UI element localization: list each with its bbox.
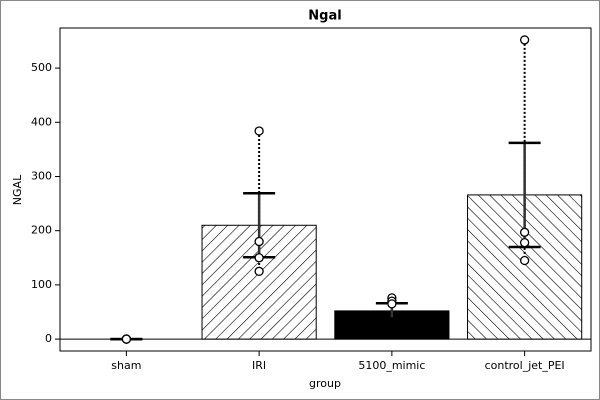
x-tick-label: 5100_mimic	[358, 359, 425, 372]
y-tick-label: 100	[31, 278, 52, 291]
x-tick-label: IRI	[252, 359, 266, 372]
x-axis-label: group	[309, 377, 341, 390]
data-point	[254, 236, 264, 247]
data-point	[387, 299, 397, 309]
y-tick-label: 200	[31, 224, 52, 237]
plot-border	[59, 27, 592, 352]
x-tick-label: control_jet_PEI	[485, 359, 565, 372]
data-point	[254, 126, 264, 136]
y-tick-label: 400	[31, 115, 52, 128]
data-point	[121, 334, 132, 344]
data-point	[519, 255, 530, 266]
data-point	[254, 266, 264, 276]
y-tick-label: 300	[31, 169, 52, 182]
y-tick-label: 0	[45, 332, 52, 345]
chart-title: Ngal	[308, 9, 341, 24]
data-point	[519, 237, 530, 248]
x-tick-label: sham	[111, 359, 141, 372]
data-point	[519, 227, 530, 237]
data-point	[519, 35, 530, 45]
y-axis-label: NGAL	[11, 174, 24, 205]
y-tick-label: 500	[31, 61, 52, 74]
data-point	[254, 253, 264, 263]
